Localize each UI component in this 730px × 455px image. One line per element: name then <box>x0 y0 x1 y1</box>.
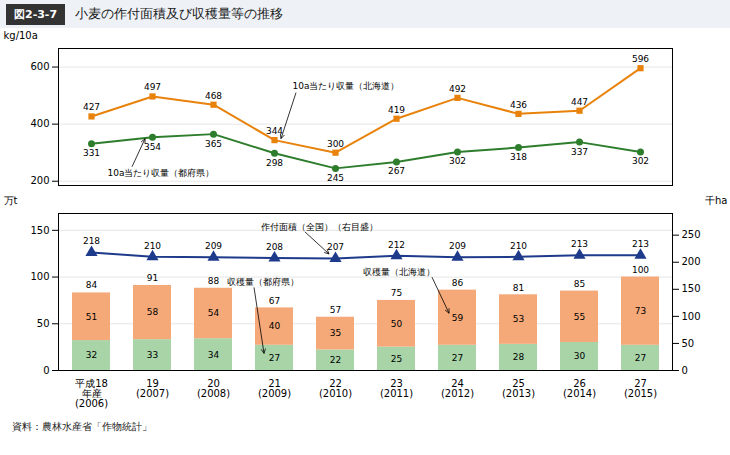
svg-text:28: 28 <box>513 352 525 362</box>
svg-text:0: 0 <box>682 365 688 376</box>
svg-text:24(2012): 24(2012) <box>441 378 474 399</box>
svg-text:400: 400 <box>30 118 49 129</box>
svg-text:33: 33 <box>147 350 158 360</box>
svg-text:337: 337 <box>571 147 588 157</box>
svg-text:27: 27 <box>269 353 280 363</box>
svg-text:81: 81 <box>513 283 524 293</box>
html-text:資料：農林水産省「作物統計」: 資料：農林水産省「作物統計」 <box>12 421 152 432</box>
svg-text:57: 57 <box>330 305 341 315</box>
svg-text:208: 208 <box>266 242 283 252</box>
svg-text:30: 30 <box>574 351 586 361</box>
svg-text:88: 88 <box>208 276 220 286</box>
svg-text:436: 436 <box>510 100 527 110</box>
svg-text:84: 84 <box>86 280 98 290</box>
svg-text:302: 302 <box>632 156 649 166</box>
svg-text:213: 213 <box>571 239 588 249</box>
svg-text:300: 300 <box>327 139 344 149</box>
svg-text:67: 67 <box>269 296 280 306</box>
svg-text:302: 302 <box>449 156 466 166</box>
html-text:小麦の作付面積及び収穫量等の推移: 小麦の作付面積及び収穫量等の推移 <box>75 6 284 21</box>
svg-text:50: 50 <box>682 338 695 349</box>
svg-text:100: 100 <box>30 271 49 282</box>
svg-text:27(2015): 27(2015) <box>624 378 657 399</box>
svg-text:447: 447 <box>571 97 588 107</box>
svg-text:22: 22 <box>330 355 341 365</box>
svg-text:51: 51 <box>86 312 97 322</box>
svg-text:468: 468 <box>205 91 222 101</box>
svg-text:245: 245 <box>327 173 344 183</box>
svg-text:千ha: 千ha <box>705 195 727 206</box>
svg-text:25(2013): 25(2013) <box>502 378 535 399</box>
svg-text:200: 200 <box>30 175 49 186</box>
svg-text:19(2007): 19(2007) <box>136 378 169 399</box>
svg-text:354: 354 <box>144 142 161 152</box>
svg-text:10a当たり収量（北海道）: 10a当たり収量（北海道） <box>293 81 400 91</box>
svg-text:27: 27 <box>452 353 463 363</box>
svg-text:150: 150 <box>682 283 701 294</box>
svg-text:50: 50 <box>391 319 403 329</box>
svg-text:344: 344 <box>265 126 284 137</box>
svg-text:596: 596 <box>632 54 649 64</box>
html-text:図2-3-7: 図2-3-7 <box>14 7 58 21</box>
svg-text:32: 32 <box>86 350 97 360</box>
svg-text:59: 59 <box>452 313 464 323</box>
svg-text:318: 318 <box>510 152 527 162</box>
svg-text:75: 75 <box>391 288 402 298</box>
svg-text:212: 212 <box>388 240 405 250</box>
svg-text:365: 365 <box>205 139 222 149</box>
svg-text:200: 200 <box>682 256 701 267</box>
svg-text:54: 54 <box>208 308 220 318</box>
svg-text:kg/10a: kg/10a <box>4 30 38 41</box>
svg-text:40: 40 <box>269 321 281 331</box>
svg-text:250: 250 <box>682 229 701 240</box>
svg-text:419: 419 <box>388 105 405 115</box>
svg-text:150: 150 <box>30 225 49 236</box>
svg-text:20(2008): 20(2008) <box>197 378 230 399</box>
svg-text:267: 267 <box>388 166 405 176</box>
svg-text:331: 331 <box>83 148 100 158</box>
svg-text:34: 34 <box>208 349 220 359</box>
svg-text:50: 50 <box>37 318 50 329</box>
svg-text:55: 55 <box>574 312 585 322</box>
svg-text:497: 497 <box>144 82 161 92</box>
svg-text:600: 600 <box>30 61 49 72</box>
svg-text:492: 492 <box>449 84 466 94</box>
svg-text:427: 427 <box>83 102 100 112</box>
svg-text:10a当たり収量（都府県）: 10a当たり収量（都府県） <box>108 168 215 178</box>
svg-text:21(2009): 21(2009) <box>258 378 291 399</box>
svg-text:作付面積（全国）（右目盛）: 作付面積（全国）（右目盛） <box>260 222 378 232</box>
svg-text:22(2010): 22(2010) <box>319 378 352 399</box>
svg-text:85: 85 <box>574 279 585 289</box>
svg-text:218: 218 <box>83 236 100 246</box>
svg-text:26(2014): 26(2014) <box>563 378 596 399</box>
svg-text:平成18年産(2006): 平成18年産(2006) <box>75 378 108 409</box>
svg-text:27: 27 <box>635 353 646 363</box>
svg-text:91: 91 <box>147 273 158 283</box>
svg-text:209: 209 <box>205 241 222 251</box>
svg-text:207: 207 <box>327 242 344 252</box>
svg-text:25: 25 <box>391 354 402 364</box>
svg-text:収穫量（北海道）: 収穫量（北海道） <box>363 267 435 277</box>
svg-text:209: 209 <box>449 241 466 251</box>
svg-text:86: 86 <box>452 278 464 288</box>
svg-text:298: 298 <box>266 158 283 168</box>
svg-text:100: 100 <box>632 265 649 275</box>
svg-text:53: 53 <box>513 314 524 324</box>
svg-text:0: 0 <box>43 365 49 376</box>
svg-text:35: 35 <box>330 328 341 338</box>
svg-text:23(2011): 23(2011) <box>380 378 413 399</box>
svg-text:210: 210 <box>510 241 527 251</box>
svg-text:58: 58 <box>147 307 159 317</box>
svg-text:100: 100 <box>682 311 701 322</box>
svg-text:73: 73 <box>635 306 646 316</box>
svg-text:万t: 万t <box>4 195 18 206</box>
svg-text:213: 213 <box>632 239 649 249</box>
svg-text:収穫量（都府県）: 収穫量（都府県） <box>227 277 299 287</box>
svg-text:210: 210 <box>144 241 161 251</box>
